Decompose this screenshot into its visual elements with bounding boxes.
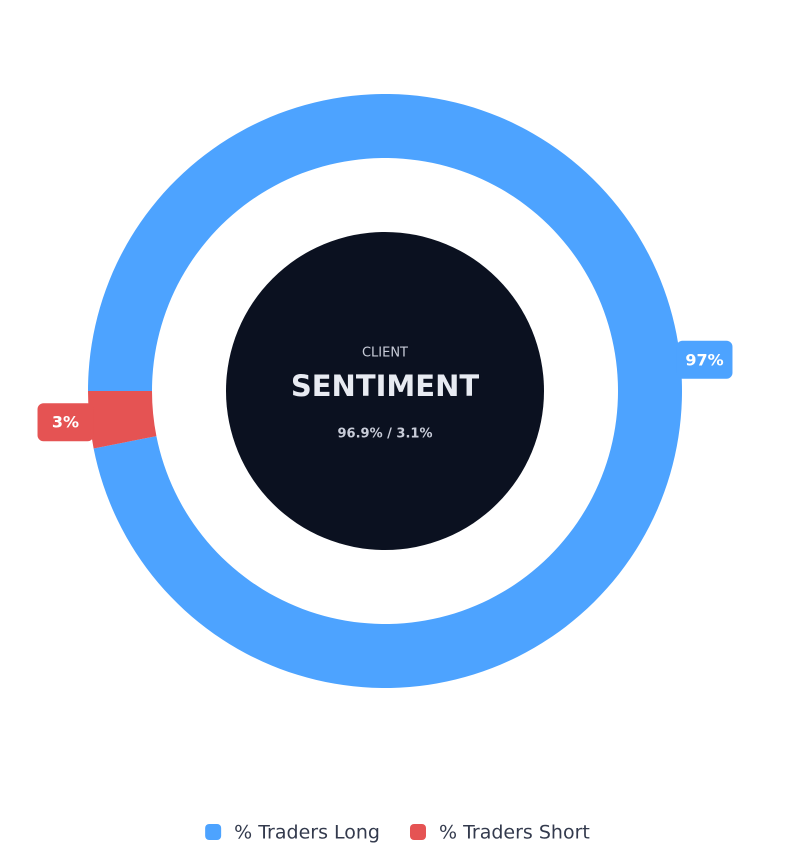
- chart-subtitle: 96.9% / 3.1%: [338, 427, 433, 442]
- value-label-text: 97%: [685, 350, 723, 369]
- legend-swatch: [409, 824, 426, 840]
- center-label: CLIENT: [362, 346, 408, 361]
- value-label: 3%: [37, 403, 94, 442]
- legend-swatch: [205, 824, 222, 840]
- legend-label: % Traders Long: [234, 822, 380, 844]
- value-label-box: [37, 403, 94, 442]
- chart-title: SENTIMENT: [291, 369, 479, 403]
- value-label-text: 3%: [52, 413, 79, 432]
- value-label-box: [676, 340, 733, 379]
- donut-segment: [88, 391, 157, 449]
- value-label: 97%: [676, 340, 733, 379]
- center-disc: [226, 232, 544, 550]
- legend: % Traders Long % Traders Short: [205, 822, 590, 844]
- legend-label: % Traders Short: [439, 822, 590, 844]
